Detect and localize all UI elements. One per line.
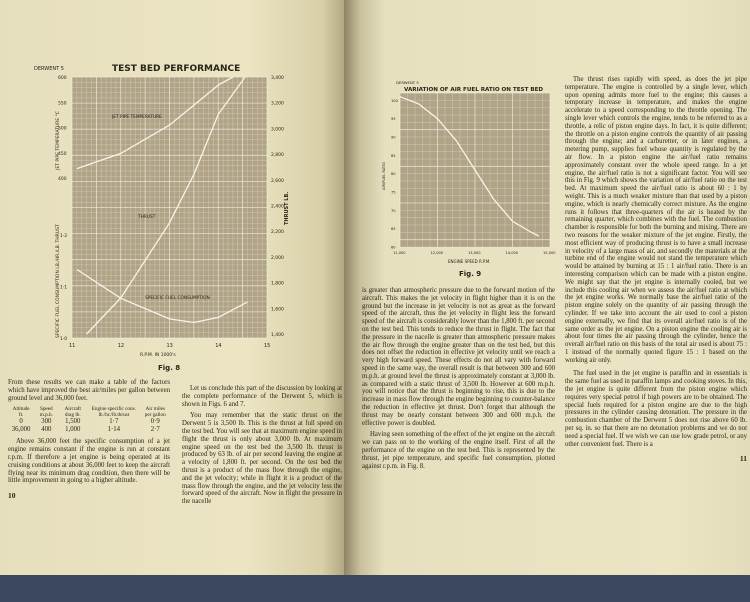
air-fuel-ratio-line <box>399 96 540 237</box>
y-tick-label: 100 <box>391 99 399 103</box>
column-header: Altitude ft. <box>12 406 30 419</box>
sfc-line <box>76 268 248 324</box>
y-right-tick-label: 1,800 <box>271 281 284 287</box>
left-col2: Let us conclude this part of the discuss… <box>182 385 342 510</box>
paragraph: The thrust rises rapidly with speed, as … <box>565 76 747 364</box>
table-cell: 0·9 <box>150 418 160 426</box>
y-tick-label: 90 <box>391 136 396 140</box>
table-cell: 300 <box>41 418 52 426</box>
y-tick-label: 70 <box>391 209 396 213</box>
y-tick-label: 75 <box>391 191 396 195</box>
y-tick-label: 65 <box>391 227 396 231</box>
right-col1: is greater than atmospheric pressure due… <box>362 287 555 474</box>
x-axis-label: ENGINE SPEED R.P.M. <box>448 259 491 264</box>
page-number: 11 <box>739 454 747 464</box>
y-right-tick-label: 1,400 <box>271 332 284 338</box>
x-tick-label: 13 <box>167 343 173 349</box>
page-number: 10 <box>8 491 16 501</box>
y-tick-label: 1·2 <box>60 233 67 239</box>
paragraph: You may remember that the static thrust … <box>182 412 342 506</box>
y-tick-label: 500 <box>58 126 67 132</box>
paragraph: From these results we can make a table o… <box>8 379 170 402</box>
fig8-caption: Fig. 8 <box>158 364 181 372</box>
right-page: DERWENT 5 VARIATION OF AIR FUEL RATIO ON … <box>344 0 750 575</box>
x-tick-label: 15 <box>264 343 270 349</box>
x-tick-label: 11 <box>69 343 75 349</box>
x-tick-label: 12 <box>118 343 124 349</box>
y-right-tick-label: 1,600 <box>271 306 284 312</box>
jet-pipe-temperature-line <box>76 76 234 170</box>
y-tick-label: 1·1 <box>60 285 67 291</box>
x-tick-label: 15,000 <box>543 251 556 255</box>
x-tick-label: 12,000 <box>431 251 444 255</box>
paragraph: Having seen something of the effect of t… <box>362 431 555 470</box>
y-right-tick-label: 3,200 <box>271 101 284 107</box>
y-axis-label-upper: JET PIPE TEMPERATURE °C <box>55 111 61 171</box>
y-tick-label: 95 <box>391 117 396 121</box>
y-right-tick-label: 2,200 <box>271 229 284 235</box>
y-right-tick-label: 2,800 <box>271 152 284 158</box>
table-cell: 1,500 <box>65 418 81 426</box>
paragraph: Let us conclude this part of the discuss… <box>182 385 342 408</box>
series-label: JET PIPE TEMPERATURE <box>111 114 162 120</box>
left-page: DERWENT 5 TEST BED PERFORMANCE 11 12 13 14 15 6… <box>0 0 350 575</box>
table-cell: 400 <box>41 426 52 434</box>
y-axis-label-right: THRUST LB. <box>284 192 290 225</box>
chart-corner-label: DERWENT 5 <box>34 66 64 72</box>
table-cell: 0 <box>19 418 23 426</box>
y-tick-label: 550 <box>58 100 67 106</box>
chart-title: TEST BED PERFORMANCE <box>112 64 240 74</box>
y-tick-label: 400 <box>58 176 67 182</box>
y-right-tick-label: 3,400 <box>271 75 284 81</box>
column-header: Aircraft drag lb. <box>64 406 81 419</box>
y-tick-label: 600 <box>58 75 67 81</box>
x-tick-label: 11,000 <box>393 251 406 255</box>
table-cell: 1·14 <box>107 426 121 434</box>
column-header: Engine specific cons. lb./hr./lb.thrust <box>91 406 136 419</box>
y-axis-label-lower: SPECIFIC FUEL CONSUMPTION LB./HR./LB. TH… <box>55 224 61 338</box>
y-tick-label: 450 <box>58 151 67 157</box>
y-right-tick-label: 2,000 <box>271 255 284 261</box>
column-header: Speed m.p.h. <box>39 406 53 419</box>
column-header: Air miles per gallon <box>144 406 166 419</box>
table-cell: 1·7 <box>109 418 119 426</box>
fig9-caption: Fig. 9 <box>459 270 482 278</box>
fig8-chart: DERWENT 5 TEST BED PERFORMANCE 11 12 13 14 15 6… <box>34 64 290 358</box>
series-label: SPECIFIC FUEL CONSUMPTION <box>145 295 210 301</box>
series-label: THRUST <box>137 214 156 220</box>
left-col1: From these results we can make a table o… <box>8 379 170 500</box>
thrust-line <box>86 76 246 335</box>
table-cell: 1,000 <box>65 426 81 434</box>
y-tick-label: 60 <box>391 246 396 250</box>
table-header-row: Altitude ft. Speed m.p.h. Aircraft drag lb… <box>8 406 170 418</box>
table-row: 36,000 400 1,000 1·14 2·7 <box>8 426 170 434</box>
paragraph: The fuel used in the jet engine is paraf… <box>565 370 747 448</box>
chart-title: VARIATION OF AIR FUEL RATIO ON TEST BED <box>404 87 543 93</box>
y-tick-label: 80 <box>391 172 396 176</box>
y-tick-label: 85 <box>391 154 396 158</box>
y-right-tick-label: 3,000 <box>271 126 284 132</box>
x-axis-label: R.P.M. IN 1000's <box>140 352 176 358</box>
fig9-chart: DERWENT 5 VARIATION OF AIR FUEL RATIO ON … <box>382 80 556 264</box>
table-row: 0 300 1,500 1·7 0·9 <box>8 418 170 426</box>
factors-table: Altitude ft. Speed m.p.h. Aircraft drag lb… <box>8 406 170 434</box>
paragraph: Above 36,000 feet the specific consumpti… <box>8 438 170 485</box>
x-tick-label: 14 <box>215 343 221 349</box>
chart-corner-label: DERWENT 5 <box>396 80 419 85</box>
table-cell: 36,000 <box>11 426 31 434</box>
y-right-tick-label: 2,600 <box>271 178 284 184</box>
y-right-tick-label: 2,400 <box>271 204 284 210</box>
x-tick-label: 14,000 <box>506 251 519 255</box>
table-cell: 2·7 <box>150 426 160 434</box>
y-axis-label: AIR/FUEL RATIO <box>382 162 386 190</box>
right-col2: The thrust rises rapidly with speed, as … <box>565 76 747 463</box>
y-tick-label: 1·0 <box>60 336 67 342</box>
paragraph: is greater than atmospheric pressure due… <box>362 287 555 427</box>
x-tick-label: 13,000 <box>468 251 481 255</box>
